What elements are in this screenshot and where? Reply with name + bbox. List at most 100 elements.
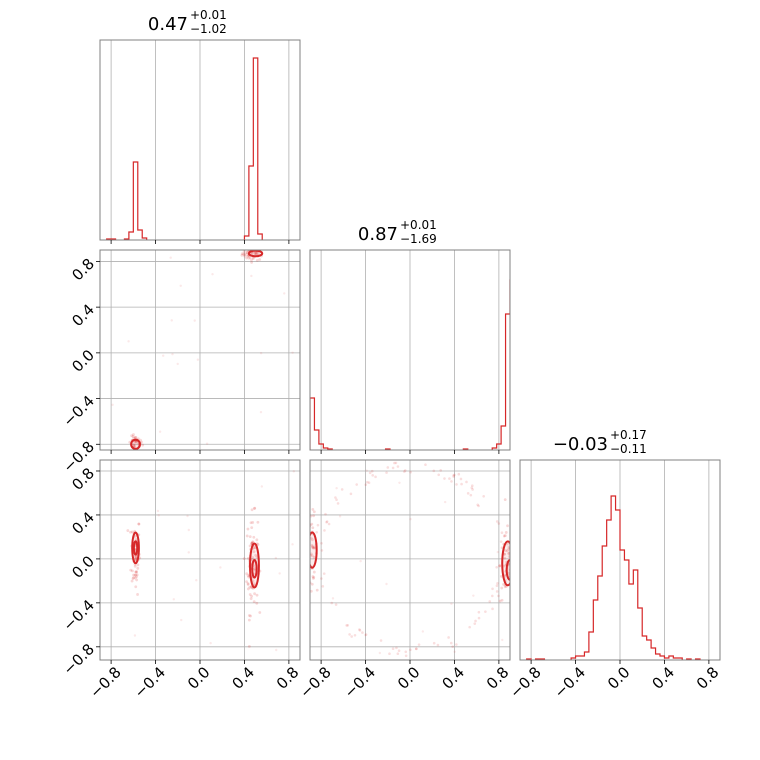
scatter-point [506, 524, 509, 528]
scatter-point [255, 593, 259, 597]
scatter-point [465, 480, 468, 484]
scatter-point [355, 483, 358, 486]
scatter-point [323, 529, 326, 532]
panel-content [111, 247, 294, 450]
scatter-point [248, 593, 252, 596]
scatter-point [244, 252, 248, 256]
scatter-point [187, 551, 190, 554]
scatter-point [134, 534, 137, 538]
scatter-point [322, 572, 326, 575]
scatter-point [496, 550, 500, 554]
scatter-point [404, 654, 408, 658]
scatter-point [310, 543, 314, 547]
scatter-point [432, 469, 436, 473]
histogram-bin [624, 560, 628, 660]
scatter-point [258, 258, 262, 261]
scatter-point [497, 522, 501, 525]
scatter-point [396, 465, 400, 468]
scatter-point [253, 582, 256, 586]
histogram-bin [607, 520, 611, 660]
scatter-point [248, 256, 252, 259]
scatter-point [421, 630, 425, 633]
scatter-point [358, 628, 361, 631]
scatter-point [134, 558, 138, 561]
scatter-point [379, 639, 383, 642]
scatter-point [348, 633, 351, 636]
scatter-point [134, 436, 138, 439]
scatter-point [245, 247, 248, 250]
density-contour [130, 438, 142, 450]
scatter-point [460, 482, 463, 486]
scatter-point [503, 556, 507, 560]
scatter-point [311, 575, 315, 578]
scatter-point [129, 530, 132, 534]
scatter-point [505, 549, 509, 553]
scatter-point [132, 433, 135, 436]
panel-row2-col1: −0.8−0.40.00.40.8 [60, 247, 301, 476]
scatter-point [253, 251, 257, 255]
scatter-point [471, 488, 474, 491]
scatter-point [249, 597, 253, 601]
scatter-point [385, 582, 388, 586]
scatter-point [157, 514, 160, 517]
scatter-point [320, 577, 323, 580]
histogram-bin [244, 236, 248, 240]
scatter-point [327, 522, 331, 526]
scatter-point [409, 648, 412, 652]
scatter-point [443, 477, 446, 480]
scatter-point [491, 587, 494, 591]
scatter-point [364, 633, 368, 636]
scatter-point [180, 618, 183, 622]
scatter-point [371, 474, 375, 477]
x-tick-label: −0.8 [86, 663, 124, 701]
scatter-point [250, 526, 254, 530]
scatter-point [242, 253, 246, 257]
scatter-point [450, 480, 453, 483]
scatter-point [500, 531, 504, 535]
histogram-bin [576, 656, 580, 660]
title-lower-error: −1.69 [400, 232, 437, 246]
scatter-point [414, 647, 418, 651]
scatter-point [452, 475, 455, 478]
scatter-point [132, 573, 135, 577]
scatter-point [134, 573, 138, 577]
panel-content [526, 495, 701, 660]
scatter-point [129, 568, 133, 572]
scatter-point [135, 573, 139, 577]
histogram-bin [616, 510, 620, 660]
scatter-point [374, 475, 377, 479]
panel-row1-col1: 0.47 +0.01−1.02 [99, 8, 301, 244]
histogram-bin [651, 648, 655, 660]
scatter-point [252, 546, 256, 550]
scatter-point [324, 512, 327, 516]
scatter-point [278, 572, 281, 575]
scatter-point [349, 492, 353, 496]
y-tick-label: 0.8 [68, 255, 98, 285]
panel-content [106, 57, 263, 240]
scatter-point [245, 572, 249, 576]
x-tick-label: −0.4 [551, 663, 589, 701]
scatter-point [358, 629, 362, 632]
scatter-point [186, 514, 189, 518]
density-contour [310, 531, 318, 569]
scatter-point [205, 442, 209, 445]
scatter-point [251, 556, 255, 559]
scatter-point [484, 610, 487, 613]
density-contour [247, 250, 264, 258]
scatter-point [312, 510, 316, 514]
scatter-point [334, 496, 337, 499]
histogram-bin [593, 600, 597, 660]
scatter-point [195, 578, 198, 582]
scatter-point [135, 570, 138, 573]
scatter-point [249, 521, 253, 525]
scatter-point [503, 534, 507, 538]
scatter-point [457, 472, 461, 476]
scatter-point [353, 633, 357, 637]
scatter-point [432, 641, 436, 645]
scatter-point [398, 481, 401, 484]
histogram-bin [510, 280, 514, 450]
scatter-point [312, 570, 316, 574]
title-value: 0.47 [148, 14, 188, 35]
scatter-point [179, 284, 182, 287]
title-upper-error: +0.17 [610, 428, 647, 442]
